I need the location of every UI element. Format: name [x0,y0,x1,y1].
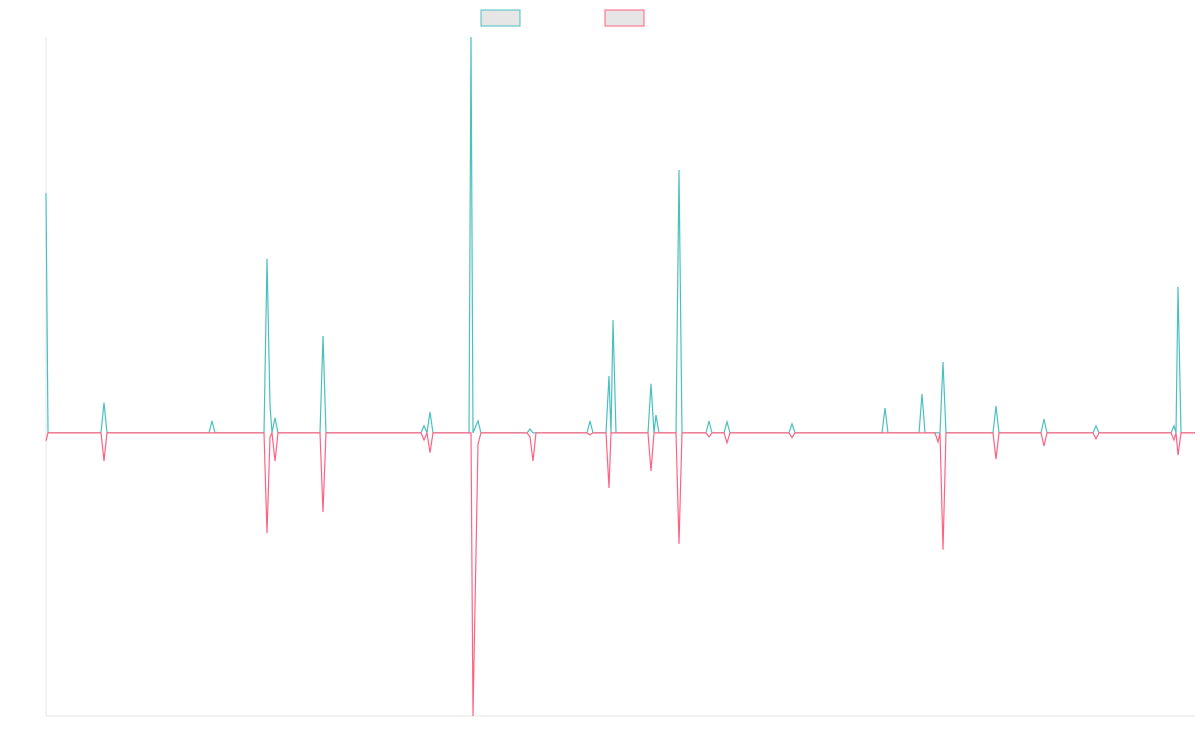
series-line [45,36,1195,436]
series-line [45,430,1195,717]
legend-swatch[interactable] [604,9,645,27]
legend-swatch[interactable] [480,9,521,27]
